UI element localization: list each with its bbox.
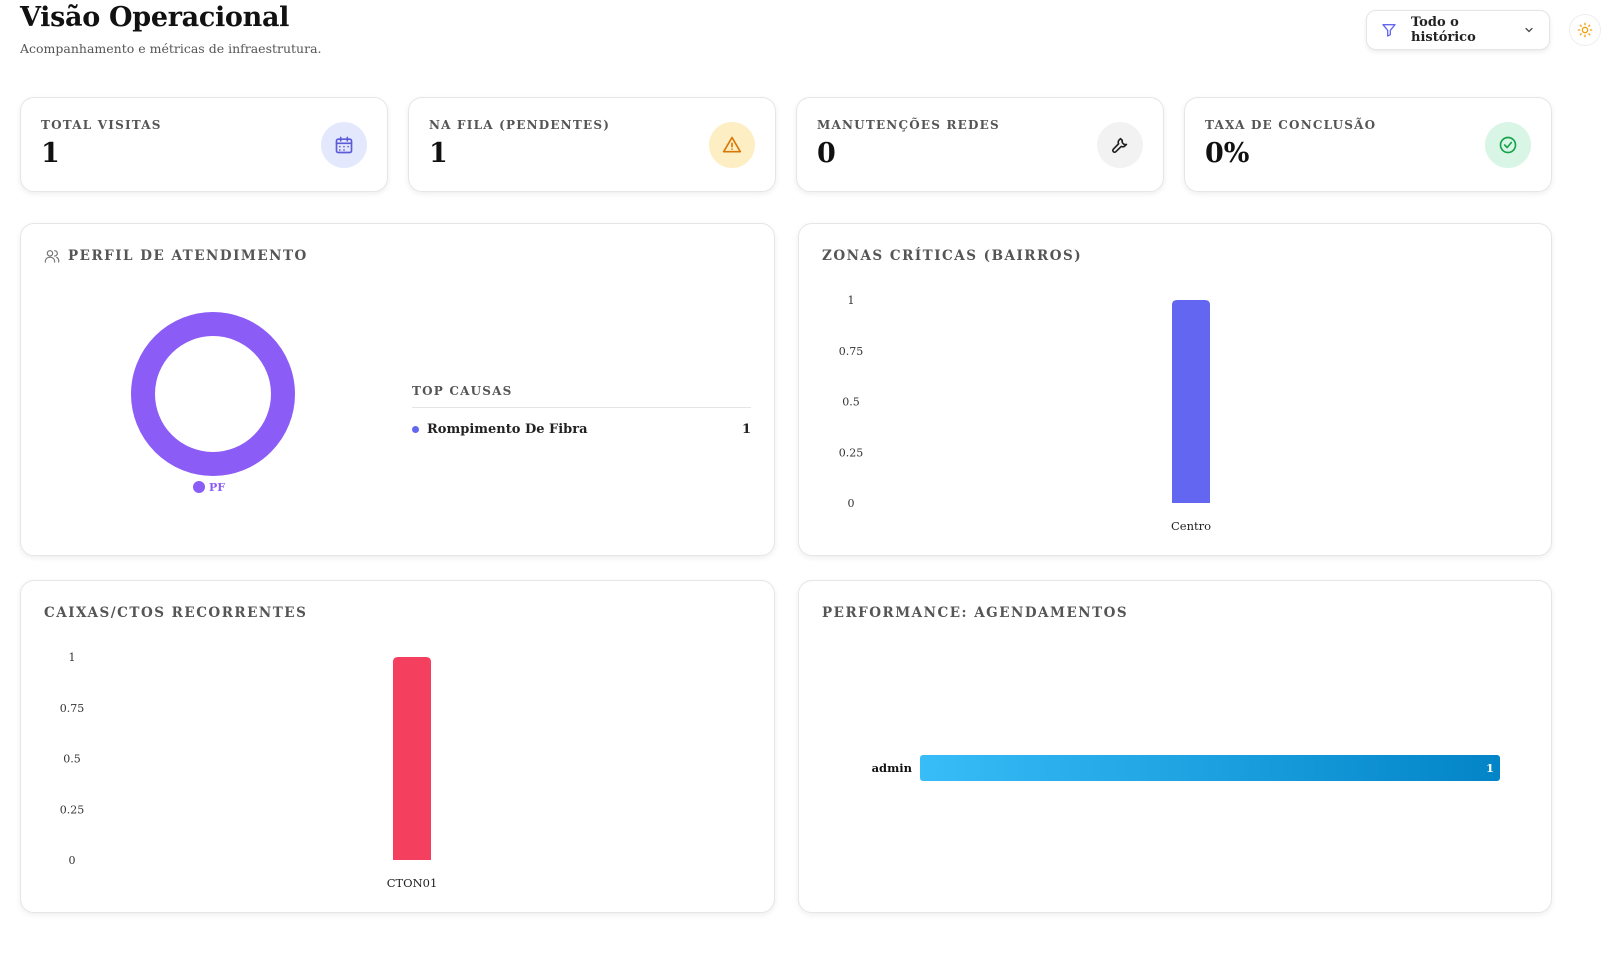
filter-icon [1381, 22, 1397, 38]
y-tick-label: admin [872, 761, 913, 775]
panel-title: PERFORMANCE: AGENDAMENTOS [822, 605, 1129, 621]
theme-toggle-button[interactable] [1569, 14, 1601, 46]
cause-dot [412, 426, 419, 433]
stat-card-na-fila: NA FILA (PENDENTES) 1 [408, 97, 776, 192]
chevron-down-icon [1523, 24, 1535, 36]
zonas-bar-chart: 0 0.25 0.5 0.75 1 Centro [839, 294, 1211, 533]
cause-count: 1 [741, 422, 751, 437]
y-tick-label: 1 [69, 651, 76, 664]
x-tick-label: Centro [1171, 519, 1211, 533]
history-filter-dropdown[interactable]: Todo o histórico [1366, 10, 1550, 50]
stat-label: MANUTENÇÕES REDES [817, 118, 1000, 132]
performance-panel: PERFORMANCE: AGENDAMENTOS admin 1 [798, 580, 1552, 913]
stat-value: 0% [1205, 138, 1250, 169]
bar [393, 657, 431, 860]
sun-icon [1577, 22, 1593, 38]
stat-label: NA FILA (PENDENTES) [429, 118, 611, 132]
perfil-atendimento-panel: PERFIL DE ATENDIMENTO PF TOP CAUSAS Romp… [20, 223, 775, 556]
caixas-bar-chart: 0 0.25 0.5 0.75 1 CTON01 [60, 651, 438, 890]
panel-title: CAIXAS/CTOS RECORRENTES [44, 605, 308, 621]
stat-label: TAXA DE CONCLUSÃO [1205, 118, 1377, 132]
y-tick-label: 0.75 [60, 702, 85, 715]
page-title: Visão Operacional [20, 2, 290, 33]
warning-icon [709, 122, 755, 168]
donut-chart: PF [131, 312, 295, 494]
stat-value: 1 [41, 138, 60, 169]
y-tick-label: 0.25 [839, 446, 864, 459]
y-tick-label: 0.5 [63, 753, 81, 766]
zonas-criticas-panel: ZONAS CRÍTICAS (BAIRROS) 0 0.25 0.5 0.75 1 Ce… [798, 223, 1552, 556]
y-tick-label: 0.75 [839, 345, 864, 358]
cause-label: Rompimento De Fibra [427, 422, 588, 437]
data-label: 1 [1486, 761, 1494, 775]
calendar-icon [321, 122, 367, 168]
check-circle-icon [1485, 122, 1531, 168]
page-header: Visão Operacional Acompanhamento e métri… [20, 0, 1601, 80]
y-tick-label: 0 [848, 497, 855, 510]
y-tick-label: 1 [848, 294, 855, 307]
performance-bar-chart: admin 1 [872, 755, 1500, 781]
legend-label: PF [209, 481, 225, 494]
top-causas-title: TOP CAUSAS [412, 384, 751, 408]
stat-label: TOTAL VISITAS [41, 118, 162, 132]
legend-swatch [193, 481, 205, 493]
x-tick-label: CTON01 [387, 876, 438, 890]
panel-title: PERFIL DE ATENDIMENTO [44, 248, 308, 264]
stat-value: 1 [429, 138, 448, 169]
y-tick-label: 0.25 [60, 803, 85, 816]
caixas-ctos-panel: CAIXAS/CTOS RECORRENTES 0 0.25 0.5 0.75 1 CTO… [20, 580, 775, 913]
filter-label: Todo o histórico [1411, 15, 1476, 45]
list-item: Rompimento De Fibra 1 [412, 422, 751, 437]
bar [1172, 300, 1210, 503]
y-tick-label: 0 [69, 854, 76, 867]
stat-card-taxa-conclusao: TAXA DE CONCLUSÃO 0% [1184, 97, 1552, 192]
y-tick-label: 0.5 [842, 396, 860, 409]
donut-slice [131, 312, 295, 476]
users-icon [44, 248, 60, 264]
panel-title-text: PERFIL DE ATENDIMENTO [68, 248, 308, 264]
top-causas-list: TOP CAUSAS Rompimento De Fibra 1 [412, 384, 751, 437]
stat-card-total-visitas: TOTAL VISITAS 1 [20, 97, 388, 192]
stat-card-manutencoes-redes: MANUTENÇÕES REDES 0 [796, 97, 1164, 192]
panel-title: ZONAS CRÍTICAS (BAIRROS) [822, 248, 1083, 264]
stat-value: 0 [817, 138, 836, 169]
bar [920, 755, 1500, 781]
wrench-icon [1097, 122, 1143, 168]
page-subtitle: Acompanhamento e métricas de infraestrut… [20, 41, 322, 56]
